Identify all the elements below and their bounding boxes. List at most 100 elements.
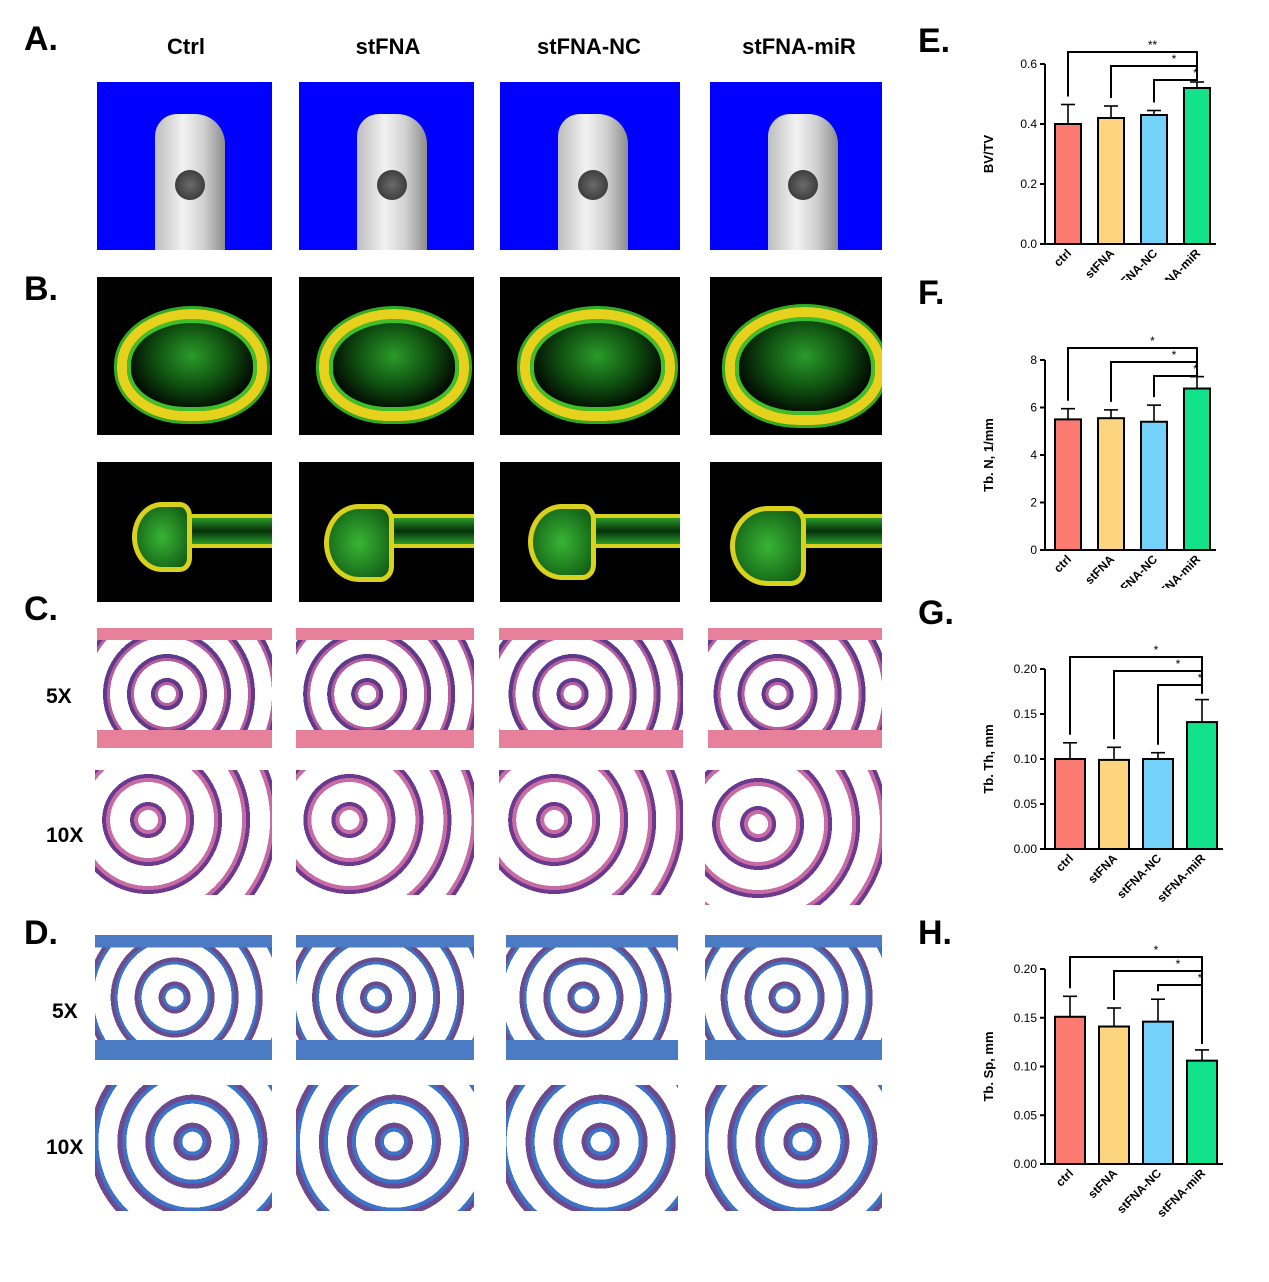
panel-label-c: C. (24, 590, 58, 628)
ct-cross-section-stfna-mir (710, 277, 882, 435)
microct-3d-stfna (299, 82, 474, 250)
bar (1186, 1059, 1218, 1165)
bar (1098, 1025, 1130, 1166)
masson-10x-stfna (296, 1085, 474, 1211)
panel-label-b: B. (24, 270, 58, 308)
y-tick-label: 0.00 (1014, 842, 1038, 856)
y-tick-label: 0.05 (1014, 797, 1038, 811)
bar (1054, 418, 1082, 551)
ct-cross-section-stfna-nc (500, 277, 680, 435)
significance-label: * (1198, 971, 1203, 985)
bar (1142, 1020, 1174, 1166)
magnification-label-c-5x: 5X (46, 685, 72, 708)
ct-sagittal-stfna-nc (500, 462, 680, 602)
significance-bracket (1110, 65, 1198, 98)
panel-label-a: A. (24, 20, 58, 58)
bar (1097, 117, 1125, 245)
he-5x-stfna-nc (499, 628, 683, 748)
y-tick-label: 8 (1030, 353, 1037, 367)
microct-3d-ctrl (97, 82, 272, 250)
bar (1054, 758, 1086, 850)
x-tick-label: stFNA-NC (1110, 552, 1160, 588)
masson-10x-stfna-nc (506, 1085, 678, 1211)
y-tick-label: 0.00 (1014, 1157, 1038, 1171)
significance-bracket (1113, 670, 1203, 740)
column-title-stfna: stFNA (355, 34, 421, 59)
significance-label: * (1176, 657, 1181, 671)
panel-label-g: G. (918, 594, 954, 632)
he-10x-stfna (296, 770, 474, 895)
ct-cross-section-stfna (299, 277, 474, 435)
masson-5x-stfna (296, 935, 474, 1060)
significance-bracket (1110, 361, 1198, 402)
ct-sagittal-stfna-mir (710, 462, 882, 602)
bar-chart-tb-th: 0.00 0.05 0.10 0.15 0.20 Tb. Th, mm ctrl stFNA s… (981, 643, 1223, 905)
y-axis-label: Tb. Sp, mm (981, 1031, 996, 1101)
y-axis-label: BV/TV (981, 135, 996, 174)
x-tick-label: stFNA-miR (1154, 851, 1208, 905)
he-5x-ctrl (97, 628, 272, 748)
ct-sagittal-ctrl (97, 462, 272, 602)
magnification-label-d-5x: 5X (52, 1000, 78, 1023)
bar (1098, 758, 1130, 850)
significance-label: * (1193, 362, 1198, 376)
significance-label: * (1154, 643, 1159, 657)
microct-3d-stfna-nc (500, 82, 680, 250)
bar (1140, 420, 1168, 551)
y-tick-label: 0.4 (1020, 117, 1037, 131)
masson-10x-stfna-mir (705, 1085, 882, 1211)
y-tick-label: 0.6 (1020, 57, 1037, 71)
panel-label-d: D. (24, 914, 58, 952)
ct-sagittal-stfna (299, 462, 474, 602)
bar (1054, 1015, 1086, 1166)
significance-label: * (1154, 945, 1159, 957)
y-tick-label: 0.10 (1014, 752, 1038, 766)
masson-5x-ctrl (95, 935, 272, 1060)
bar-chart-bv-tv: 0.0 0.2 0.4 0.6 BV/TV ctrl stFNAstFNA-NCstFNA-… (981, 38, 1216, 280)
bar (1054, 123, 1082, 245)
significance-label: * (1176, 957, 1181, 971)
microct-3d-stfna-mir (710, 82, 882, 250)
y-tick-label: 0.0 (1020, 237, 1037, 251)
y-tick-label: 6 (1030, 401, 1037, 415)
column-title-stfna-mir: stFNA-miR (742, 34, 856, 59)
y-tick-label: 2 (1030, 496, 1037, 510)
significance-bracket (1067, 51, 1198, 97)
magnification-label-c-10x: 10X (46, 824, 84, 847)
x-tick-label: ctrl (1051, 552, 1074, 575)
x-tick-label: stFNA (1082, 552, 1117, 587)
significance-label: * (1198, 671, 1203, 685)
bar-chart-tb-sp: 0.00 0.05 0.10 0.15 0.20 Tb. Sp, mm ctrl stFNA s… (981, 945, 1223, 1220)
significance-bracket (1069, 656, 1203, 735)
x-tick-label: stFNA (1085, 1166, 1120, 1201)
significance-label: * (1172, 52, 1177, 66)
panel-label-e: E. (918, 22, 951, 60)
column-title-stfna-nc: stFNA-NC (537, 34, 641, 59)
panel-label-h: H. (918, 914, 952, 952)
y-tick-label: 0.15 (1014, 1011, 1038, 1025)
x-tick-label: ctrl (1053, 1166, 1076, 1189)
bar (1142, 758, 1174, 850)
bar (1097, 417, 1125, 551)
column-title-ctrl: Ctrl (167, 34, 205, 59)
significance-label: * (1150, 334, 1155, 348)
masson-5x-stfna-mir (705, 935, 882, 1060)
x-tick-label: stFNA (1082, 246, 1117, 280)
y-axis-label: Tb. N, 1/mm (981, 418, 996, 492)
x-tick-label: ctrl (1051, 246, 1074, 269)
significance-bracket (1153, 76, 1198, 103)
masson-5x-stfna-nc (506, 935, 678, 1060)
bar (1140, 114, 1168, 245)
x-tick-label: ctrl (1053, 851, 1076, 874)
he-5x-stfna-mir (708, 628, 882, 748)
ct-cross-section-ctrl (97, 277, 272, 435)
y-tick-label: 0.05 (1014, 1108, 1038, 1122)
significance-label: ** (1148, 38, 1158, 52)
he-10x-stfna-mir (705, 770, 882, 905)
significance-label: * (1193, 66, 1198, 80)
y-tick-label: 0.2 (1020, 177, 1037, 191)
bar-chart-tb-n: 0 2 4 6 8 Tb. N, 1/mm ctrl stFNAstFNA-NCstFNA-m… (981, 334, 1216, 588)
y-tick-label: 4 (1030, 448, 1037, 462)
he-10x-stfna-nc (499, 770, 683, 895)
bar (1183, 87, 1211, 245)
